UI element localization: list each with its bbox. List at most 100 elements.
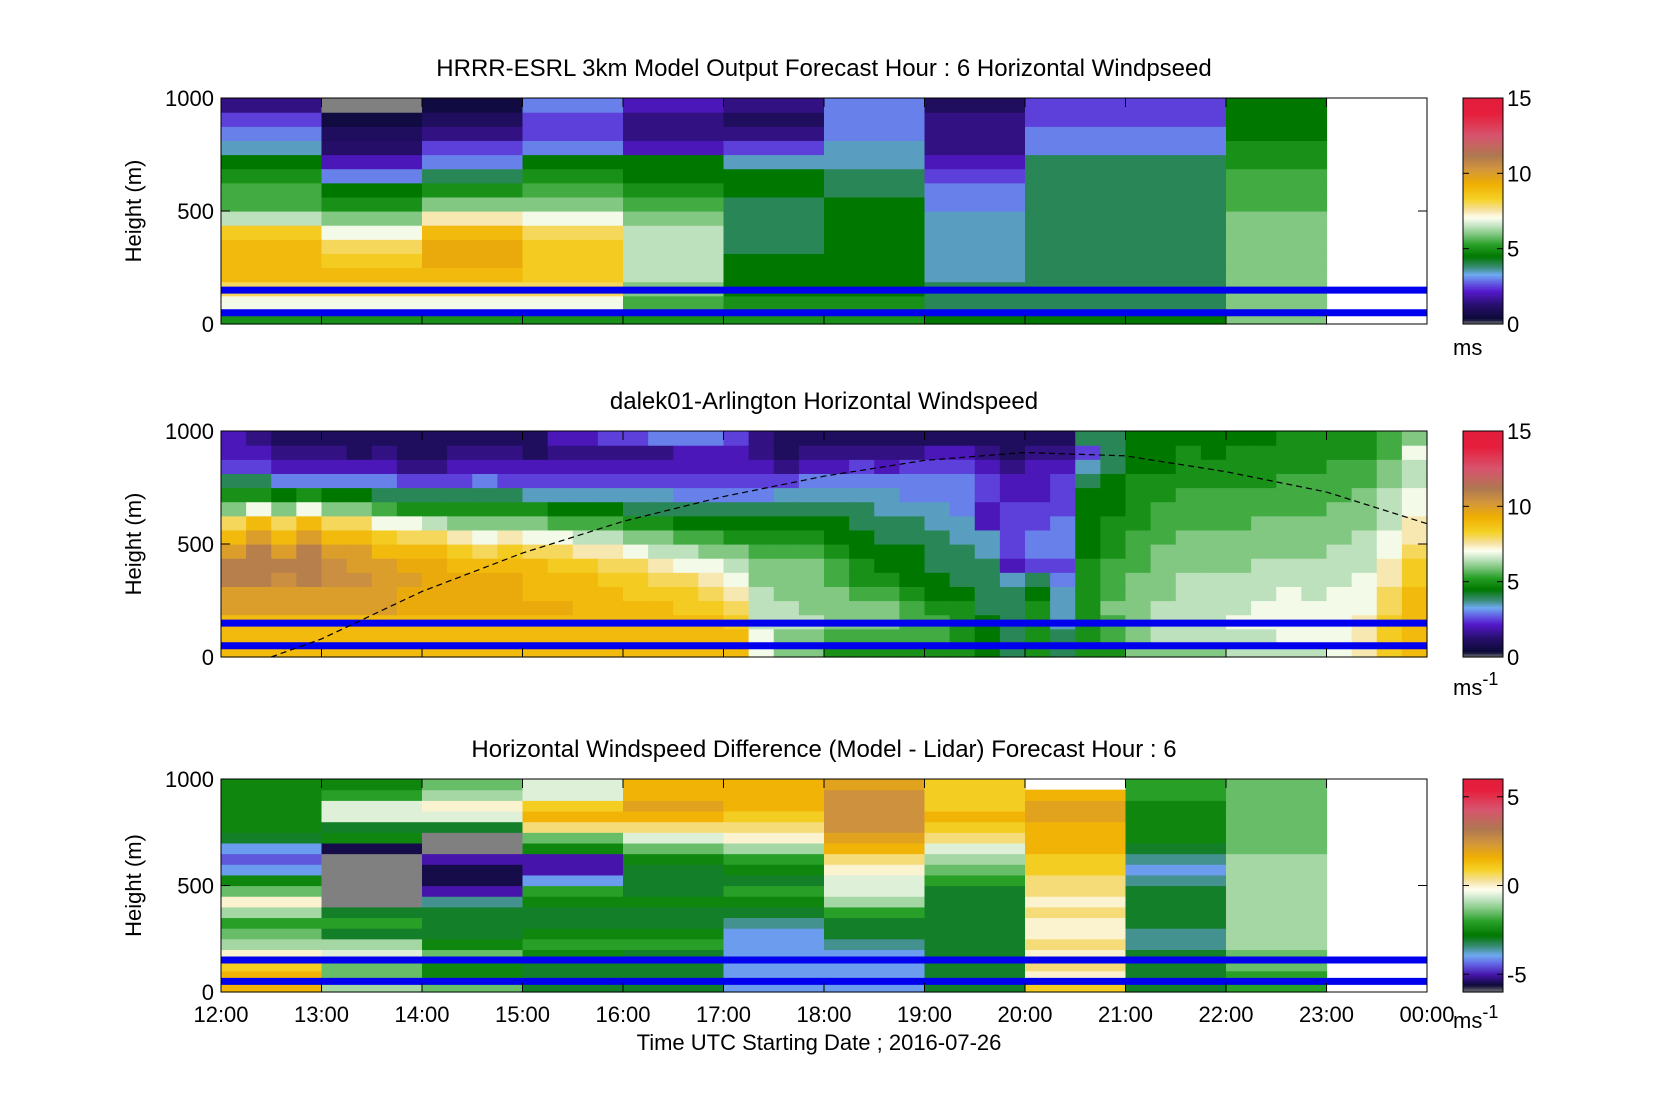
heatmap-cell bbox=[1376, 501, 1403, 517]
heatmap-cell bbox=[1025, 874, 1127, 887]
x-tick-label: 23:00 bbox=[1299, 1002, 1354, 1027]
heatmap-cell bbox=[472, 487, 498, 503]
heatmap-cell bbox=[346, 501, 373, 517]
heatmap-cell bbox=[472, 529, 498, 545]
heatmap-cell bbox=[1251, 544, 1277, 559]
heatmap-cell bbox=[773, 431, 800, 446]
heatmap-cell bbox=[547, 572, 574, 587]
colorbar-segment bbox=[1463, 141, 1503, 144]
heatmap-cell bbox=[271, 572, 297, 587]
heatmap-cell bbox=[849, 572, 875, 587]
colorbar-segment bbox=[1463, 146, 1503, 150]
heatmap-cell bbox=[1226, 970, 1328, 982]
heatmap-cell bbox=[221, 154, 323, 170]
heatmap-cell bbox=[623, 126, 725, 141]
colorbar: -5 0 5 ms-1 bbox=[1453, 778, 1527, 1033]
heatmap-cell bbox=[1125, 960, 1227, 972]
colorbar-segment bbox=[1463, 874, 1503, 878]
heatmap-cell bbox=[648, 459, 674, 474]
heatmap-cell bbox=[1326, 501, 1353, 517]
heatmap-cell bbox=[824, 253, 926, 269]
colorbar-tick-label: 15 bbox=[1507, 419, 1531, 444]
heatmap-cell bbox=[296, 487, 323, 503]
heatmap-cell bbox=[1025, 529, 1051, 545]
colorbar-segment bbox=[1463, 314, 1503, 318]
heatmap-cell bbox=[824, 981, 926, 993]
heatmap-cell bbox=[899, 572, 926, 587]
heatmap-cell bbox=[422, 544, 448, 559]
heatmap-cell bbox=[447, 600, 473, 616]
heatmap-cell bbox=[824, 140, 926, 156]
colorbar-segment bbox=[1463, 986, 1503, 990]
heatmap-cell bbox=[824, 938, 926, 950]
heatmap-cell bbox=[221, 182, 323, 198]
x-tick-label: 14:00 bbox=[394, 1002, 449, 1027]
colorbar-frame bbox=[1462, 97, 1504, 325]
heatmap-cell bbox=[723, 885, 825, 897]
heatmap-cell bbox=[824, 112, 926, 127]
heatmap-cell bbox=[924, 239, 1026, 254]
colorbar: 0 5 10 15 ms-1 bbox=[1453, 419, 1531, 700]
colorbar-segment bbox=[1463, 897, 1503, 901]
heatmap-cell bbox=[1100, 501, 1127, 517]
heatmap-cell bbox=[1326, 445, 1353, 460]
heatmap-cell bbox=[824, 168, 926, 184]
heatmap-cell bbox=[824, 239, 926, 254]
heatmap-cell bbox=[673, 501, 699, 517]
heatmap-cell bbox=[246, 600, 272, 616]
heatmap-cell bbox=[824, 445, 850, 460]
colorbar-segment bbox=[1463, 250, 1503, 254]
colorbar-segment bbox=[1463, 910, 1503, 913]
heatmap-cell bbox=[924, 501, 951, 517]
heatmap-cell bbox=[1226, 981, 1328, 993]
heatmap-cell bbox=[321, 558, 348, 573]
heatmap-cell bbox=[924, 842, 1026, 855]
heatmap-cell bbox=[623, 473, 649, 489]
heatmap-cell bbox=[271, 501, 297, 517]
colorbar-segment bbox=[1463, 438, 1503, 442]
heatmap-cell bbox=[748, 445, 775, 460]
heatmap-cell bbox=[1075, 459, 1101, 474]
colorbar-segment bbox=[1463, 547, 1503, 551]
heatmap-cell bbox=[221, 225, 323, 240]
colorbar-unit-label: ms-1 bbox=[1453, 1002, 1498, 1033]
heatmap-cell bbox=[1125, 196, 1227, 212]
heatmap-cell bbox=[824, 515, 850, 531]
heatmap-cell bbox=[723, 267, 825, 283]
heatmap-cell bbox=[999, 586, 1026, 602]
heatmap-cell bbox=[874, 473, 900, 489]
heatmap-cell bbox=[949, 431, 976, 446]
heatmap-cell bbox=[472, 544, 498, 559]
heatmap-cell bbox=[974, 529, 1001, 545]
colorbar-segment bbox=[1463, 906, 1503, 910]
colorbar-segment bbox=[1463, 784, 1503, 787]
heatmap-cell bbox=[371, 501, 398, 517]
heatmap-cell bbox=[1100, 529, 1127, 545]
heatmap-cell bbox=[396, 473, 423, 489]
plot-title: HRRR-ESRL 3km Model Output Forecast Hour… bbox=[436, 55, 1211, 82]
heatmap-cell bbox=[949, 529, 976, 545]
heatmap-cell bbox=[1301, 501, 1328, 517]
colorbar-segment bbox=[1463, 527, 1503, 530]
heatmap-cell bbox=[321, 960, 423, 972]
heatmap-cell bbox=[1125, 779, 1227, 791]
heatmap-cell bbox=[1276, 445, 1302, 460]
heatmap-cell bbox=[698, 544, 725, 559]
heatmap-cell bbox=[1125, 267, 1227, 283]
heatmap-cell bbox=[1100, 558, 1127, 573]
heatmap-cell bbox=[447, 558, 473, 573]
heatmap-cell bbox=[824, 832, 926, 844]
heatmap-cell bbox=[246, 586, 272, 602]
heatmap-cell bbox=[673, 487, 699, 503]
heatmap-cell bbox=[371, 544, 398, 559]
heatmap-cell bbox=[874, 515, 900, 531]
colorbar-segment bbox=[1463, 239, 1503, 242]
heatmap-cell bbox=[321, 938, 423, 950]
heatmap-cell bbox=[1025, 981, 1127, 993]
heatmap-cell bbox=[1125, 225, 1227, 240]
colorbar-unit-label: ms-1 bbox=[1453, 669, 1498, 700]
heatmap-cell bbox=[773, 544, 800, 559]
heatmap-cell bbox=[1125, 938, 1227, 950]
heatmap-cell bbox=[1226, 267, 1328, 283]
heatmap-cell bbox=[1150, 487, 1177, 503]
